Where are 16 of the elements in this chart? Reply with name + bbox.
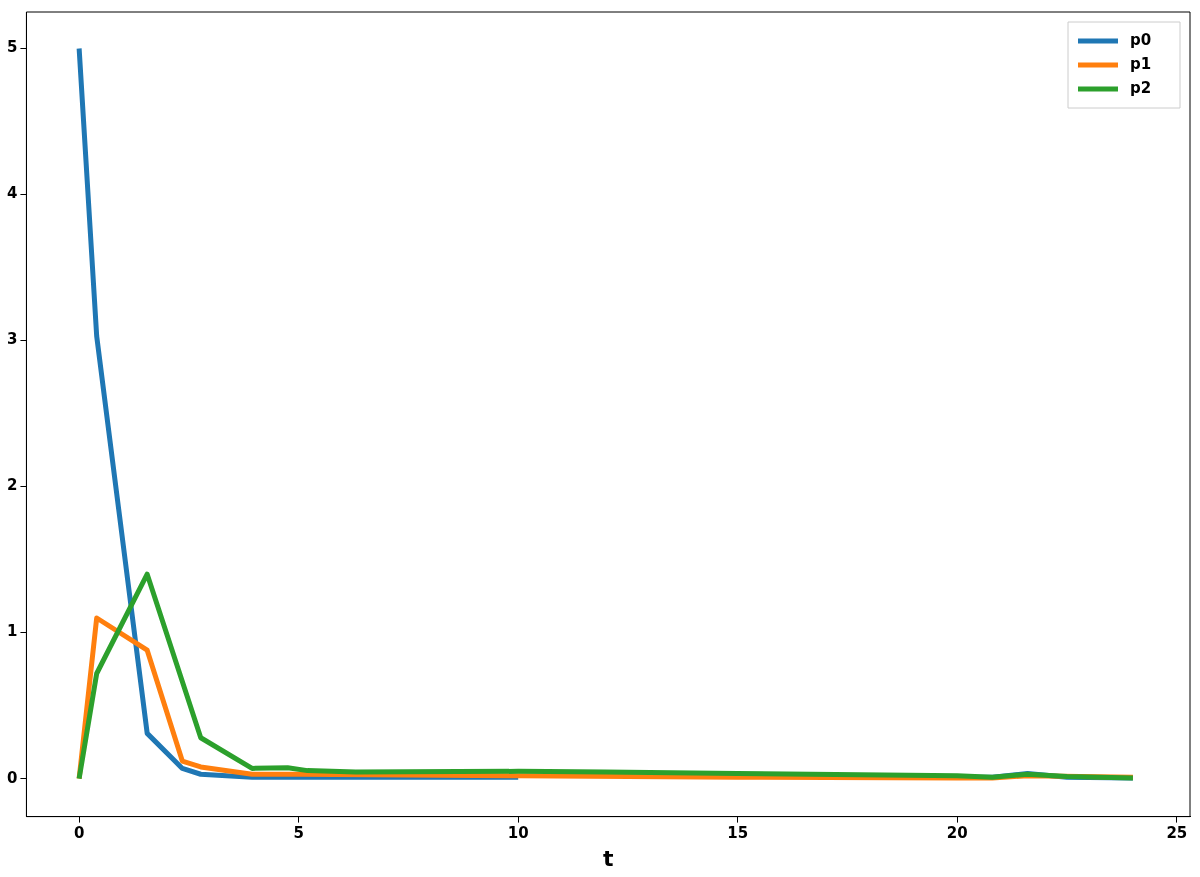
x-axis-title: t	[602, 845, 614, 871]
y-tick-label: 1	[7, 622, 18, 641]
legend-label: p0	[1130, 30, 1152, 49]
x-tick-label: 25	[1166, 824, 1188, 843]
y-tick-label: 5	[7, 38, 18, 57]
legend-label: p1	[1130, 54, 1152, 73]
legend-label: p2	[1130, 78, 1152, 97]
y-tick-label: 4	[7, 184, 18, 203]
x-tick-label: 5	[293, 824, 304, 843]
x-tick-label: 20	[946, 824, 968, 843]
y-tick-label: 2	[7, 476, 18, 495]
x-tick-label: 10	[507, 824, 529, 843]
y-tick-label: 0	[7, 768, 18, 787]
x-tick-label: 15	[727, 824, 749, 843]
x-tick-label: 0	[73, 824, 85, 843]
y-tick-label: 3	[7, 330, 18, 349]
